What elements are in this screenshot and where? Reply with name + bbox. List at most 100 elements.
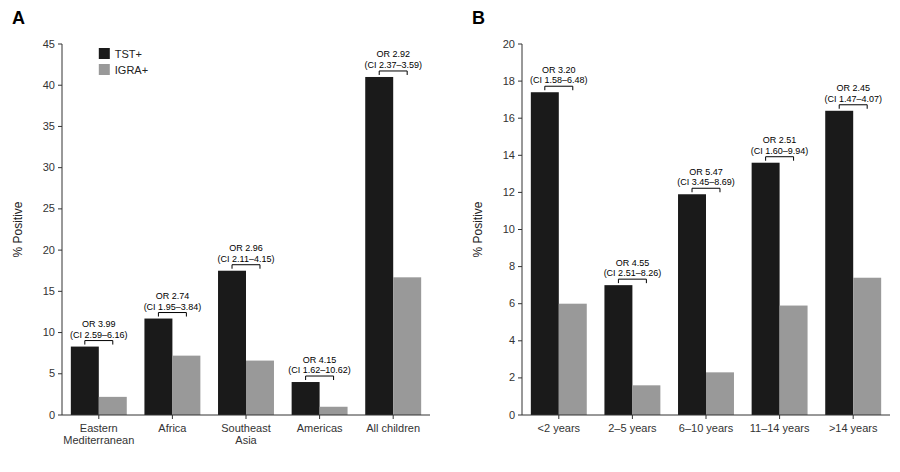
y-tick [58,167,62,168]
y-tick-label: 5 [49,367,55,379]
panel: 051015202530354045EasternMediterraneanAf… [11,8,430,446]
y-axis-label: % Positive [471,201,485,257]
annotation: OR 5.47(CI 3.45–8.69) [677,167,735,193]
annotation: OR 2.51(CI 1.60–9.94) [751,135,809,161]
panel-label: A [12,8,25,28]
x-tick [706,415,707,419]
y-tick-label: 4 [509,334,515,346]
y-tick [58,126,62,127]
legend-swatch [99,64,110,75]
y-tick-label: 35 [43,120,55,132]
bar [320,407,348,415]
bars [531,92,881,415]
legend-label: IGRA+ [115,64,148,76]
bar [172,356,200,415]
y-tick-label: 18 [503,75,515,87]
bar [365,77,393,415]
annotation: OR 3.99(CI 2.59–6.16) [70,319,128,345]
bracket [158,313,186,317]
y-tick [58,332,62,333]
bracket [85,341,113,345]
annotation-text: OR 2.92(CI 2.37–3.59) [364,49,422,70]
bar [144,319,172,415]
bars [71,77,421,415]
annotation-text: OR 3.20(CI 1.58–6.48) [530,65,588,86]
bracket [692,188,720,192]
x-tick [393,415,394,419]
x-tick-label: 11–14 years [750,422,810,434]
bar [292,382,320,415]
legend-label: TST+ [115,48,142,60]
y-tick [518,229,522,230]
bar [853,278,881,415]
x-tick [98,415,99,419]
x-tick-label: 2–5 years [608,422,657,434]
y-tick [518,340,522,341]
y-tick [518,155,522,156]
y-tick-label: 25 [43,202,55,214]
y-tick-label: 14 [503,149,515,161]
bracket [839,105,867,109]
bar [706,372,734,415]
y-axis-label: % Positive [11,201,25,257]
y-tick [518,303,522,304]
y-tick [58,373,62,374]
x-tick-label: SoutheastAsia [221,422,271,446]
y-tick [58,44,62,45]
legend: TST+ IGRA+ [99,48,148,76]
y-tick-label: 0 [509,409,515,421]
bracket [306,376,334,380]
panel: 02468101214161820<2 years2–5 years6–10 y… [471,8,890,434]
x-tick-label: 6–10 years [679,422,734,434]
bracket [766,157,794,161]
y-tick [518,118,522,119]
legend-swatch [99,48,110,59]
bar [71,347,99,415]
y-tick [58,85,62,86]
x-tick [172,415,173,419]
y-tick [58,291,62,292]
x-tick-label: All children [366,422,420,434]
y-tick-label: 20 [43,244,55,256]
x-tick [558,415,559,419]
y-tick-label: 40 [43,79,55,91]
y-tick-label: 6 [509,297,515,309]
annotation-text: OR 4.15(CI 1.62–10.62) [288,355,351,376]
annotation-text: OR 2.74(CI 1.95–3.84) [144,291,202,312]
y-tick-label: 10 [503,223,515,235]
bracket [232,265,260,269]
bar [246,361,274,415]
y-tick [518,81,522,82]
y-tick-label: 20 [503,38,515,50]
y-tick-label: 16 [503,112,515,124]
bracket [545,86,573,90]
y-tick-label: 8 [509,260,515,272]
annotation: OR 4.55(CI 2.51–8.26) [604,258,662,284]
bar [531,92,559,415]
y-tick-label: 0 [49,409,55,421]
bracket [618,279,646,283]
bar [632,385,660,415]
annotation: OR 2.45(CI 1.47–4.07) [824,83,882,109]
x-tick-label: >14 years [829,422,878,434]
chart-canvas: 051015202530354045EasternMediterraneanAf… [0,0,900,472]
y-tick [58,415,62,416]
bar [752,163,780,415]
y-tick-label: 12 [503,186,515,198]
annotation: OR 3.20(CI 1.58–6.48) [530,65,588,91]
annotation-text: OR 4.55(CI 2.51–8.26) [604,258,662,279]
y-tick [518,377,522,378]
bar [393,277,421,415]
annotation: OR 2.96(CI 2.11–4.15) [218,243,275,269]
bar [604,285,632,415]
x-tick-label: EasternMediterranean [63,422,134,446]
y-tick-label: 10 [43,326,55,338]
y-tick [518,44,522,45]
bracket [379,71,407,75]
bar [99,397,127,415]
y-axis [62,44,63,415]
x-tick-label: Americas [297,422,343,434]
y-tick-label: 15 [43,285,55,297]
bar [218,271,246,415]
bar [678,194,706,415]
